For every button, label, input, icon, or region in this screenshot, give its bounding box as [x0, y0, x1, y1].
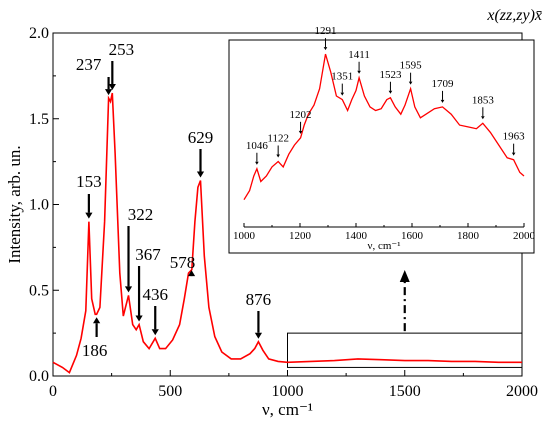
x-axis-title: ν, cm⁻¹: [262, 400, 313, 419]
inset-x-tick-label: 1200: [289, 230, 312, 242]
y-tick-label: 0.0: [29, 368, 49, 385]
inset-peak-arrow: [481, 107, 485, 120]
x-tick-label: 1500: [389, 383, 421, 400]
inset-peak-label: 1963: [503, 131, 526, 143]
peak-label: 237: [76, 55, 102, 74]
peak-arrow: [135, 266, 143, 322]
zoom-arrow: [399, 270, 410, 332]
peak-label: 629: [188, 128, 214, 147]
inset-x-tick-label: 1000: [233, 230, 256, 242]
inset-x-tick-label: 1400: [345, 230, 368, 242]
inset-peak-label: 1351: [331, 71, 353, 83]
inset-x-tick-label: 1800: [457, 230, 480, 242]
inset-x-axis-title: ν, cm⁻¹: [367, 240, 400, 252]
x-tick-label: 500: [158, 383, 182, 400]
x-tick-label: 0: [49, 383, 57, 400]
peak-label: 253: [109, 40, 135, 59]
y-tick-label: 2.0: [29, 25, 49, 42]
peak-arrow: [151, 306, 159, 336]
inset-peak-label: 1202: [290, 109, 312, 121]
inset-peak-label: 1291: [314, 25, 336, 37]
inset-peak-arrow: [388, 81, 393, 94]
peak-arrow: [85, 194, 93, 219]
peak-arrow: [108, 61, 116, 91]
inset-peak-label: 1122: [267, 132, 289, 144]
peak-label: 436: [142, 285, 168, 304]
peak-arrow: [187, 270, 196, 277]
inset-x-tick-label: 2000: [513, 230, 536, 242]
inset-peak-label: 1411: [348, 49, 370, 61]
y-tick-label: 1.5: [29, 111, 49, 128]
x-tick-label: 2000: [506, 383, 538, 400]
peak-label: 876: [246, 290, 272, 309]
peak-label: 322: [128, 205, 154, 224]
chart-title: x(zz,zy)x̄: [486, 7, 542, 24]
y-axis-title: Intensity, arb. un.: [5, 145, 24, 263]
inset-peak-label: 1046: [246, 140, 269, 152]
peak-label: 186: [82, 341, 108, 360]
inset-peak-arrow: [323, 38, 328, 51]
inset-spectrum-line: [243, 53, 525, 201]
inset-peak-label: 1709: [432, 78, 455, 90]
inset-x-tick-label: 1600: [401, 230, 424, 242]
inset-peak-arrow: [408, 72, 413, 85]
peak-arrow: [104, 77, 113, 96]
peak-label: 153: [76, 172, 102, 191]
peak-label: 367: [135, 245, 161, 264]
zoom-box: [287, 332, 523, 368]
peak-arrow: [254, 311, 263, 339]
peak-arrow: [124, 226, 133, 293]
y-tick-label: 0.5: [29, 282, 49, 299]
inset-peak-label: 1523: [379, 69, 402, 81]
peak-arrow: [196, 149, 205, 178]
inset-peak-arrow: [511, 143, 516, 156]
inset-peak-arrow: [340, 83, 345, 96]
inset-border: [228, 39, 535, 254]
inset-peak-arrow: [440, 90, 445, 103]
inset-peak-arrow: [276, 145, 280, 158]
x-tick-label: 1000: [272, 383, 304, 400]
y-tick-label: 1.0: [29, 197, 49, 214]
inset-peak-label: 1595: [400, 60, 423, 72]
inset-peak-arrow: [298, 121, 303, 134]
spectrum-line: [52, 92, 522, 374]
inset-peak-label: 1853: [472, 94, 495, 106]
peak-arrow: [93, 317, 101, 337]
main-chart: 0 500 1000 1500 2000 0.0 0.5 1.0 1.5 2.0 ν, cm⁻¹ In…: [5, 25, 538, 419]
inset-peak-arrow: [255, 152, 259, 165]
peak-label: 578: [170, 253, 196, 272]
inset-peak-arrow: [357, 61, 361, 74]
